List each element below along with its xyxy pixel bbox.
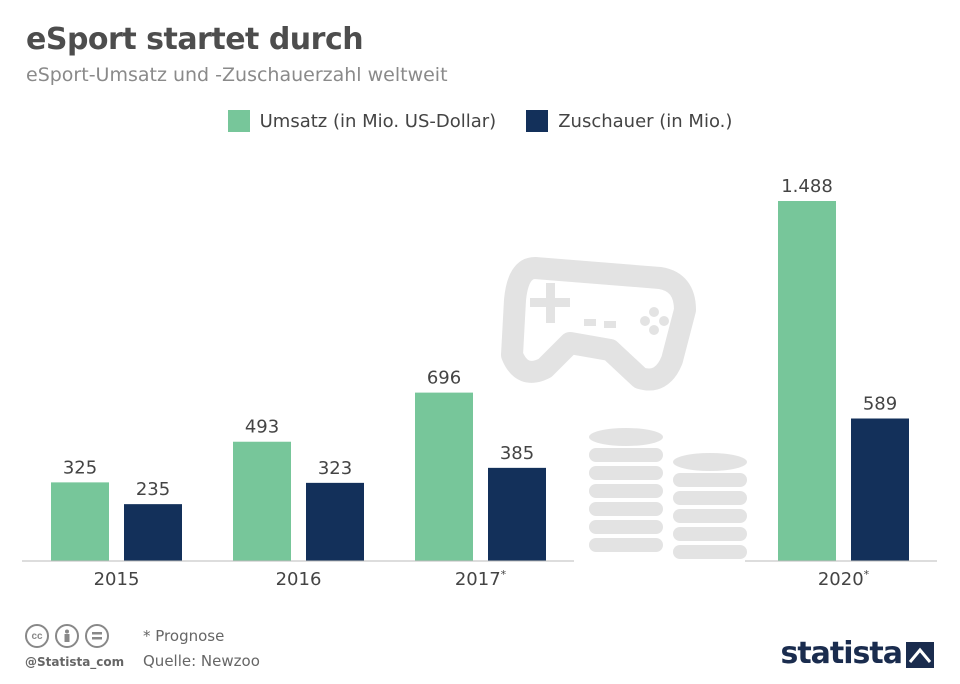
legend-label-zuschauer: Zuschauer (in Mio.) <box>558 110 733 132</box>
prognose-note: * Prognose <box>143 627 225 645</box>
bar-zuschauer-0 <box>124 504 182 561</box>
legend-swatch-umsatz <box>227 110 250 132</box>
data-label-umsatz-0: 325 <box>63 457 97 478</box>
bar-chart: 325 235 493 323 696 385 1.488 589 2015 2016 2017*… <box>22 176 937 590</box>
coins-icon <box>589 428 747 559</box>
statista-logo: statista <box>780 636 903 671</box>
data-label-umsatz-3: 1.488 <box>781 176 833 197</box>
bars-layer: 325 235 493 323 696 385 1.488 589 <box>51 176 909 561</box>
data-label-umsatz-1: 493 <box>245 417 279 438</box>
bar-umsatz-0 <box>51 482 109 561</box>
legend-item-zuschauer: Zuschauer (in Mio.) <box>526 110 732 132</box>
source-note: Quelle: Newzoo <box>143 652 260 670</box>
tick-label-0: 2015 <box>94 569 140 590</box>
cc-icon: cc <box>25 624 49 648</box>
bar-zuschauer-2 <box>488 467 546 561</box>
bar-zuschauer-1 <box>306 482 364 561</box>
statista-logo-icon <box>906 642 934 668</box>
bar-umsatz-3 <box>778 201 836 561</box>
nd-icon <box>85 624 109 648</box>
legend-item-umsatz: Umsatz (in Mio. US-Dollar) <box>227 110 497 132</box>
license-icons: cc <box>25 624 109 648</box>
legend-label-umsatz: Umsatz (in Mio. US-Dollar) <box>259 110 497 132</box>
data-label-zuschauer-2: 385 <box>500 443 534 464</box>
data-label-zuschauer-3: 589 <box>863 394 897 415</box>
gamepad-buttons <box>530 283 669 335</box>
legend: Umsatz (in Mio. US-Dollar) Zuschauer (in… <box>0 110 960 132</box>
x-axis: 2015 2016 2017* 2020* <box>22 560 937 590</box>
tick-label-3: 2020* <box>818 568 870 590</box>
by-icon <box>55 624 79 648</box>
data-label-zuschauer-1: 323 <box>318 458 352 479</box>
data-label-zuschauer-0: 235 <box>136 479 170 500</box>
legend-swatch-zuschauer <box>526 110 549 132</box>
data-label-umsatz-2: 696 <box>427 368 461 389</box>
bar-umsatz-2 <box>415 392 473 561</box>
gamepad-icon <box>501 257 696 391</box>
chart-title: eSport startet durch <box>26 22 364 57</box>
bar-zuschauer-3 <box>851 418 909 561</box>
statista-handle: @Statista_com <box>25 655 125 669</box>
tick-label-2: 2017* <box>455 568 507 590</box>
tick-label-1: 2016 <box>276 569 322 590</box>
chart-subtitle: eSport-Umsatz und -Zuschauerzahl weltwei… <box>26 64 448 86</box>
bar-umsatz-1 <box>233 441 291 561</box>
